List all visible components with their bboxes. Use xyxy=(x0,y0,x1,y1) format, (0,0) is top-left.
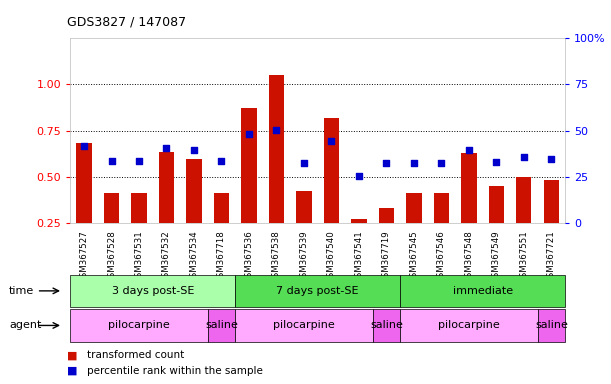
Bar xyxy=(516,177,532,269)
Point xyxy=(437,160,447,166)
Point xyxy=(217,158,227,164)
Text: time: time xyxy=(9,286,34,296)
Point xyxy=(134,158,144,164)
Bar xyxy=(104,193,119,269)
Point xyxy=(107,158,117,164)
Text: ■: ■ xyxy=(67,366,78,376)
Bar xyxy=(434,193,449,269)
Bar xyxy=(406,193,422,269)
Point xyxy=(189,147,199,153)
Point xyxy=(547,156,557,162)
Point xyxy=(161,145,171,151)
Bar xyxy=(186,159,202,269)
Text: pilocarpine: pilocarpine xyxy=(273,320,335,331)
Point xyxy=(464,147,474,153)
Bar xyxy=(544,180,559,269)
Point xyxy=(327,137,337,144)
Point xyxy=(244,131,254,137)
Point xyxy=(299,160,309,166)
Text: 3 days post-SE: 3 days post-SE xyxy=(112,286,194,296)
Bar xyxy=(379,208,394,269)
Point xyxy=(519,154,529,161)
Bar xyxy=(269,75,284,269)
Bar xyxy=(241,108,257,269)
Bar xyxy=(296,191,312,269)
Point xyxy=(492,159,502,165)
Text: agent: agent xyxy=(9,320,42,331)
Point xyxy=(409,160,419,166)
Bar xyxy=(214,193,229,269)
Bar xyxy=(76,144,92,269)
Text: GDS3827 / 147087: GDS3827 / 147087 xyxy=(67,15,186,28)
Text: saline: saline xyxy=(535,320,568,331)
Text: transformed count: transformed count xyxy=(87,350,184,360)
Point xyxy=(381,160,392,166)
Point xyxy=(354,173,364,179)
Bar xyxy=(351,219,367,269)
Bar xyxy=(131,193,147,269)
Text: percentile rank within the sample: percentile rank within the sample xyxy=(87,366,263,376)
Text: pilocarpine: pilocarpine xyxy=(438,320,500,331)
Point xyxy=(79,143,89,149)
Point xyxy=(272,127,282,133)
Bar xyxy=(324,118,339,269)
Text: immediate: immediate xyxy=(453,286,513,296)
Text: saline: saline xyxy=(370,320,403,331)
Bar xyxy=(489,186,504,269)
Text: saline: saline xyxy=(205,320,238,331)
Bar xyxy=(159,152,174,269)
Bar xyxy=(461,153,477,269)
Text: pilocarpine: pilocarpine xyxy=(108,320,170,331)
Text: 7 days post-SE: 7 days post-SE xyxy=(276,286,359,296)
Text: ■: ■ xyxy=(67,350,78,360)
